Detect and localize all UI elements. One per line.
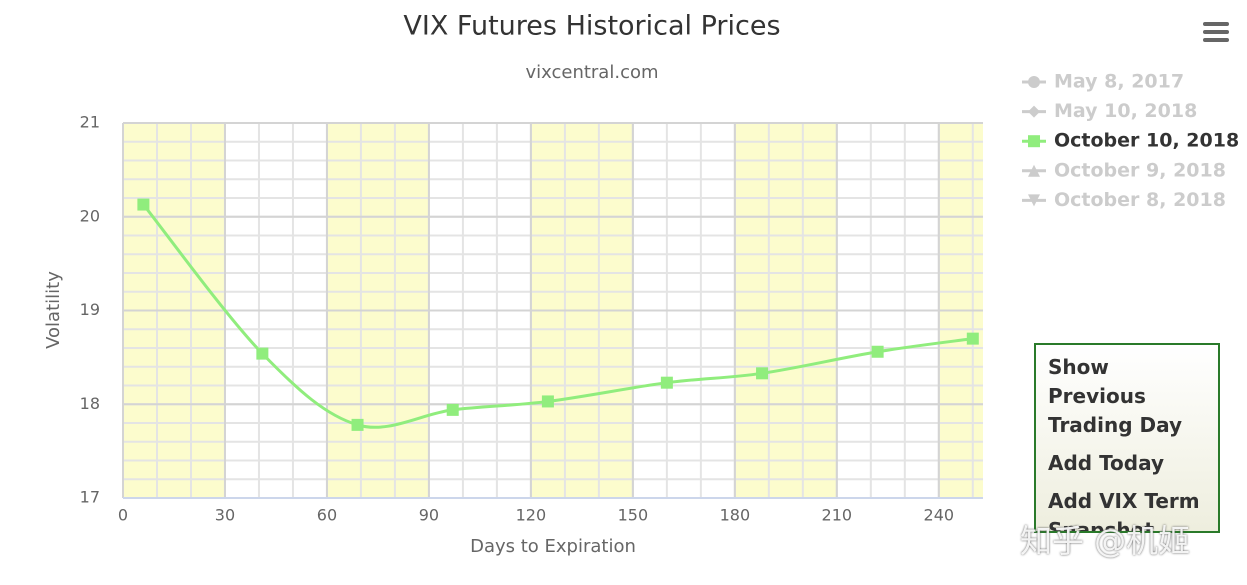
x-tick-label: 90 — [419, 506, 439, 525]
marker — [1028, 135, 1040, 148]
x-tick-label: 60 — [317, 506, 337, 525]
y-axis-label: Volatility — [43, 271, 64, 349]
y-tick-label: 17 — [80, 488, 100, 507]
marker — [137, 198, 150, 211]
marker — [660, 376, 673, 389]
marker — [1028, 194, 1040, 207]
watermark: 知乎 @机姬 — [1020, 522, 1191, 560]
menu-item[interactable]: Add Today — [1048, 451, 1165, 475]
marker — [256, 347, 269, 360]
legend-item[interactable]: October 8, 2018 — [1022, 189, 1226, 211]
x-tick-label: 30 — [215, 506, 235, 525]
chart-subtitle: vixcentral.com — [525, 62, 658, 83]
marker — [446, 403, 459, 416]
menu-icon-bar — [1203, 22, 1229, 26]
marker — [351, 418, 364, 431]
x-axis-label: Days to Expiration — [470, 536, 636, 557]
marker — [1028, 76, 1040, 88]
x-tick-label: 180 — [720, 506, 751, 525]
y-tick-label: 19 — [80, 300, 100, 319]
legend-label: October 8, 2018 — [1054, 189, 1226, 211]
chart-title: VIX Futures Historical Prices — [403, 11, 780, 42]
marker — [1028, 105, 1040, 118]
menu-item[interactable]: Add VIX Term Snapshot — [1048, 489, 1200, 533]
marker — [871, 345, 884, 358]
marker — [1028, 164, 1040, 177]
x-tick-label: 240 — [924, 506, 955, 525]
x-tick-label: 120 — [516, 506, 547, 525]
legend-item[interactable]: May 10, 2018 — [1022, 100, 1197, 122]
marker — [966, 332, 979, 345]
legend-item[interactable]: October 9, 2018 — [1022, 159, 1226, 181]
legend-label: May 8, 2017 — [1054, 71, 1184, 93]
context-menu: Show Previous Trading Day Add Today Add … — [1034, 343, 1220, 533]
menu-icon-bar — [1203, 30, 1229, 34]
menu-item[interactable]: Show Previous Trading Day — [1048, 355, 1183, 437]
y-tick-label: 21 — [80, 113, 100, 132]
marker — [756, 367, 769, 380]
y-tick-label: 18 — [80, 394, 100, 413]
menu-icon-bar — [1203, 38, 1229, 42]
legend-label: May 10, 2018 — [1054, 100, 1197, 122]
menu-button[interactable] — [1203, 22, 1229, 42]
x-tick-label: 210 — [822, 506, 853, 525]
legend-item[interactable]: October 10, 2018 — [1022, 130, 1239, 152]
y-tick-label: 20 — [80, 206, 100, 225]
x-tick-label: 0 — [118, 506, 128, 525]
legend-item[interactable]: May 8, 2017 — [1022, 71, 1184, 93]
x-tick-label: 150 — [618, 506, 649, 525]
marker — [541, 395, 554, 408]
legend-label: October 10, 2018 — [1054, 130, 1239, 152]
legend-label: October 9, 2018 — [1054, 159, 1226, 181]
